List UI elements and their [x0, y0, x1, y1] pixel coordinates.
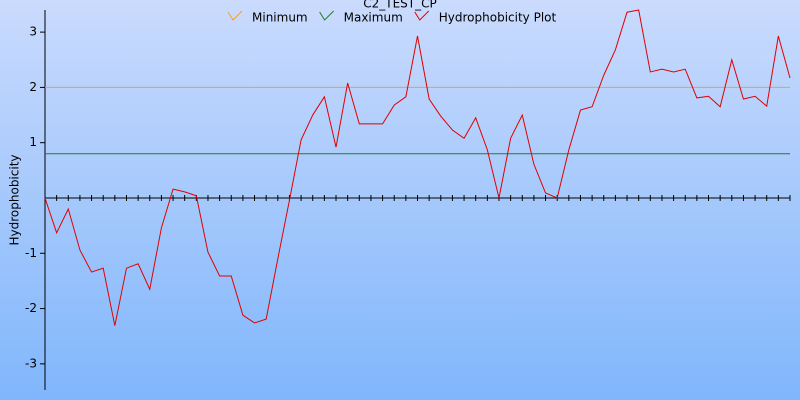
y-tick-label: -2 [25, 301, 37, 315]
legend-icon [414, 10, 430, 21]
legend-icon [319, 10, 334, 21]
y-tick-label: 2 [29, 80, 37, 94]
data-line [44, 9, 791, 326]
legend-icon [227, 10, 243, 21]
legend-label: Maximum [344, 11, 403, 25]
legend-label: Minimum [252, 11, 308, 25]
chart-title: C2_TEST_CP [363, 0, 437, 11]
y-tick-label: -1 [25, 246, 37, 260]
y-axis-label: Hydrophobicity [8, 154, 22, 245]
legend-label: Hydrophobicity Plot [439, 11, 557, 25]
y-tick-label: -3 [25, 356, 37, 370]
y-tick-label: 1 [29, 135, 37, 149]
y-tick-label: 3 [29, 25, 37, 39]
